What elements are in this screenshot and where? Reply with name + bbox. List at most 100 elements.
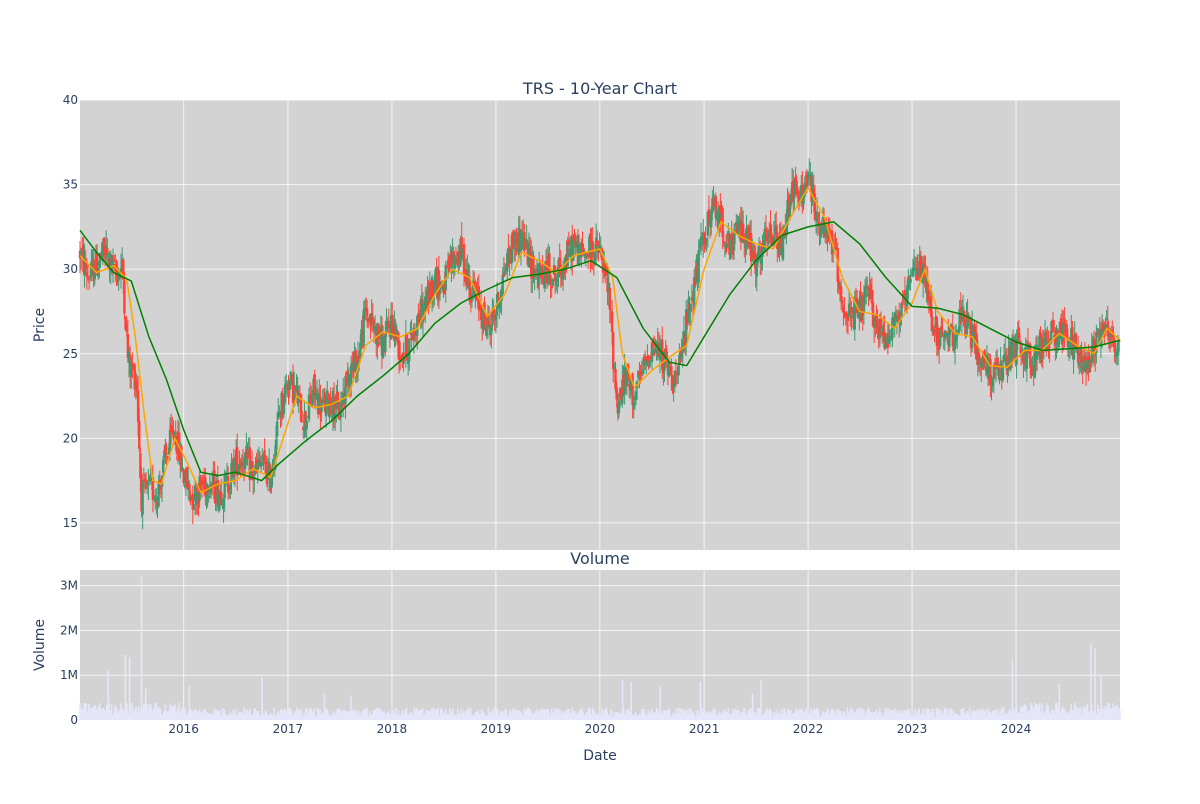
candle-body	[1076, 346, 1080, 363]
volume-bar	[104, 714, 107, 720]
candle-body	[244, 452, 247, 469]
volume-bar	[805, 707, 808, 720]
volume-bar	[735, 710, 738, 720]
volume-bar	[968, 708, 971, 720]
volume-bar	[684, 709, 686, 720]
volume-bar	[1070, 703, 1073, 720]
candle-body	[216, 480, 220, 507]
candle-body	[724, 243, 728, 252]
volume-bar	[542, 708, 544, 720]
volume-bar	[597, 716, 600, 720]
volume-bar	[1026, 715, 1029, 720]
volume-bar	[451, 709, 454, 720]
volume-bar	[199, 711, 202, 720]
volume-bar	[827, 712, 830, 720]
candle	[998, 364, 1001, 385]
volume-bar	[750, 708, 752, 720]
volume-bar	[504, 708, 507, 720]
volume-bar	[1117, 711, 1120, 720]
volume-bar	[1056, 706, 1059, 720]
volume-bar	[472, 716, 474, 720]
volume-bar	[449, 707, 451, 720]
candle-body	[164, 445, 167, 454]
volume-bar	[496, 709, 498, 720]
candle	[90, 248, 93, 282]
volume-bar	[566, 708, 568, 720]
volume-bar	[386, 715, 389, 720]
volume-bar	[691, 712, 694, 720]
volume-bar	[328, 716, 331, 720]
volume-bar	[425, 710, 427, 720]
volume-bar	[326, 708, 328, 720]
candle-body	[645, 358, 648, 365]
volume-bar	[806, 711, 809, 720]
volume-bar	[385, 717, 387, 720]
candle-body	[906, 285, 909, 307]
volume-bar	[1086, 703, 1089, 720]
candle-body	[266, 466, 270, 480]
candle	[387, 308, 390, 335]
candle-body	[233, 460, 237, 474]
volume-bar	[956, 714, 959, 720]
volume-bar	[895, 713, 897, 720]
volume-bar	[891, 715, 894, 720]
volume-y-axis-title: Volume	[32, 619, 48, 671]
candle	[192, 504, 196, 511]
volume-bar	[1034, 702, 1037, 720]
candle-body	[254, 464, 257, 473]
candle-body	[1006, 361, 1009, 371]
volume-bar	[498, 716, 501, 720]
volume-bar	[172, 706, 174, 720]
volume-bar	[517, 711, 520, 720]
volume-bar	[605, 707, 608, 720]
candle-body	[248, 447, 251, 480]
volume-bar	[582, 711, 585, 720]
volume-bar	[786, 708, 789, 720]
volume-bar	[776, 709, 779, 720]
candle-body	[756, 251, 760, 263]
candle-body	[462, 244, 466, 274]
candle-body	[1108, 334, 1112, 341]
volume-bar	[985, 717, 988, 720]
volume-bar	[597, 713, 599, 720]
volume-bar	[767, 714, 770, 720]
volume-bar	[719, 712, 721, 720]
volume-bar	[573, 710, 575, 720]
volume-bar	[578, 710, 580, 720]
volume-bar	[767, 710, 769, 720]
candle	[86, 264, 90, 281]
volume-bar	[162, 713, 164, 720]
candle-body	[289, 371, 292, 386]
volume-bar	[572, 715, 574, 720]
candle	[151, 464, 155, 513]
volume-bar	[916, 709, 919, 720]
x-axis-title: Date	[583, 748, 616, 764]
volume-bar	[981, 708, 984, 720]
candle-body	[669, 362, 672, 364]
volume-bar	[635, 714, 638, 720]
volume-bar	[1002, 707, 1005, 720]
volume-bar	[869, 711, 872, 720]
volume-bar	[642, 709, 644, 720]
candle-body	[989, 358, 992, 385]
candle-body	[484, 313, 487, 332]
volume-bar	[652, 712, 655, 720]
volume-bar	[368, 710, 371, 720]
volume-bar	[598, 713, 601, 720]
volume-bar	[372, 710, 374, 720]
volume-bar	[1118, 707, 1120, 720]
volume-bar	[448, 715, 450, 720]
volume-bar	[402, 714, 404, 720]
volume-bar	[1099, 708, 1102, 720]
volume-bar	[313, 708, 315, 720]
volume-bar	[95, 710, 98, 720]
volume-bar	[831, 713, 833, 720]
volume-bar	[637, 717, 639, 720]
volume-bar	[234, 708, 237, 720]
volume-bar	[1021, 708, 1024, 720]
volume-bar	[191, 711, 193, 720]
candle-body	[563, 270, 566, 274]
candle-body	[1116, 341, 1120, 356]
volume-bar	[932, 709, 934, 720]
volume-bar	[291, 710, 293, 720]
